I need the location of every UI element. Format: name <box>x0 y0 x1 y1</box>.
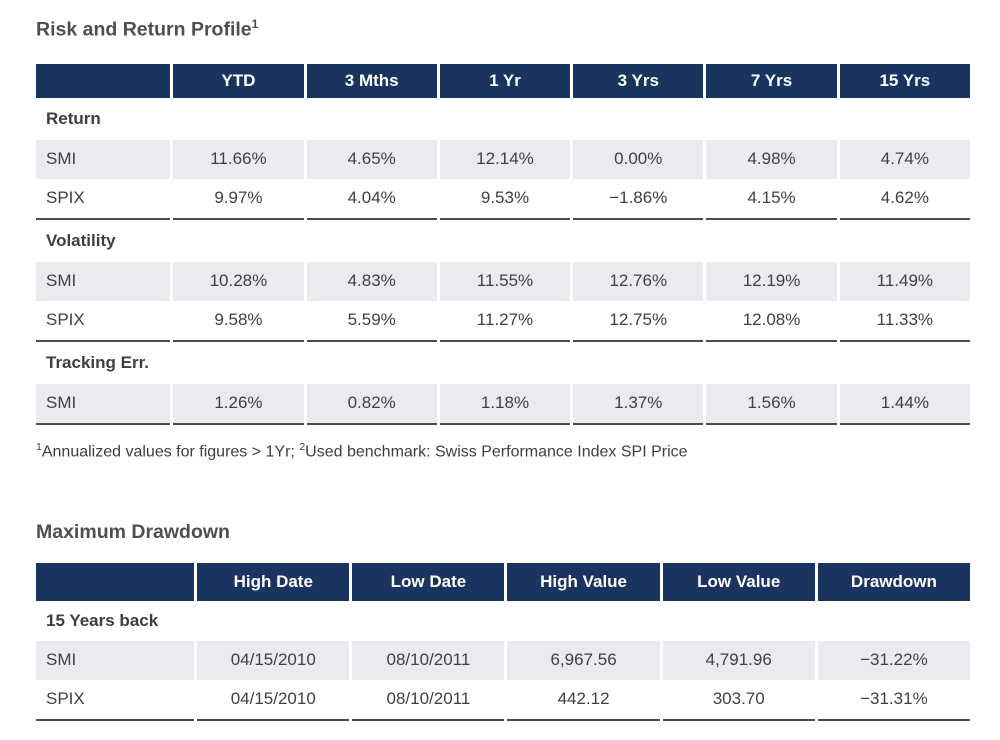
table-cell: 303.70 <box>662 680 815 721</box>
drawdown-header-low-value: Low Value <box>662 562 815 601</box>
drawdown-table-title: Maximum Drawdown <box>36 521 972 543</box>
risk-header-ytd: YTD <box>173 63 304 98</box>
row-label-smi: SMI <box>36 139 171 179</box>
table-cell: 5.59% <box>306 301 437 342</box>
table-cell: 4.15% <box>706 179 837 220</box>
table-cell: 4.98% <box>706 139 837 179</box>
section-label-row-15-years-back: 15 Years back <box>36 600 970 641</box>
table-row-return-smi: SMI 11.66% 4.65% 12.14% 0.00% 4.98% 4.74… <box>36 139 970 179</box>
table-cell: 11.49% <box>839 261 970 301</box>
table-cell: −31.22% <box>817 640 970 680</box>
table-cell: 9.53% <box>439 179 571 220</box>
risk-header-7yrs: 7 Yrs <box>706 63 837 98</box>
risk-header-1yr: 1 Yr <box>439 63 571 98</box>
table-cell: 11.27% <box>439 301 571 342</box>
table-cell: −1.86% <box>573 179 704 220</box>
footnote-text-1: Annualized values for figures > 1Yr; <box>41 442 300 460</box>
table-cell: 0.00% <box>573 139 704 179</box>
table-cell: 4.74% <box>839 139 970 179</box>
risk-header-row: YTD 3 Mths 1 Yr 3 Yrs 7 Yrs 15 Yrs <box>36 63 970 98</box>
section-label-return: Return <box>36 97 970 140</box>
table-cell: 1.56% <box>706 383 837 425</box>
table-cell: 12.76% <box>573 261 704 301</box>
table-cell: 4.62% <box>839 179 970 220</box>
row-label-smi: SMI <box>36 383 171 425</box>
table-cell: −31.31% <box>817 680 970 721</box>
row-label-spix: SPIX <box>36 301 171 342</box>
table-cell: 04/15/2010 <box>197 640 350 680</box>
section-label-tracking-err: Tracking Err. <box>36 341 970 384</box>
table-cell: 1.37% <box>573 383 704 425</box>
table-cell: 11.33% <box>839 301 970 342</box>
table-cell: 1.44% <box>839 383 970 425</box>
risk-table-footnote: 1Annualized values for figures > 1Yr; 2U… <box>36 437 972 462</box>
table-row-drawdown-spix: SPIX 04/15/2010 08/10/2011 442.12 303.70… <box>36 680 970 721</box>
risk-table-title-text: Risk and Return Profile <box>36 18 252 41</box>
drawdown-header-row: High Date Low Date High Value Low Value … <box>36 562 970 601</box>
footnote-text-2: Used benchmark: Swiss Performance Index … <box>305 442 688 460</box>
drawdown-header-high-date: High Date <box>197 562 350 601</box>
section-label-volatility: Volatility <box>36 219 970 262</box>
table-row-drawdown-smi: SMI 04/15/2010 08/10/2011 6,967.56 4,791… <box>36 640 970 680</box>
risk-return-table: YTD 3 Mths 1 Yr 3 Yrs 7 Yrs 15 Yrs Retur… <box>33 63 973 425</box>
footnote-marker-2: 2 <box>299 440 306 453</box>
drawdown-header-drawdown: Drawdown <box>817 562 970 601</box>
table-row-volatility-smi: SMI 10.28% 4.83% 11.55% 12.76% 12.19% 11… <box>36 261 970 301</box>
table-cell: 12.08% <box>706 301 837 342</box>
report-page: Risk and Return Profile1 YTD 3 Mths 1 Yr… <box>33 13 973 721</box>
risk-header-3yrs: 3 Yrs <box>573 63 704 98</box>
table-cell: 12.75% <box>573 301 704 342</box>
table-cell: 4.83% <box>306 261 437 301</box>
section-label-row-tracking-err: Tracking Err. <box>36 341 970 384</box>
table-cell: 442.12 <box>507 680 660 721</box>
drawdown-table-title-text: Maximum Drawdown <box>36 520 230 543</box>
row-label-spix: SPIX <box>36 680 195 721</box>
table-cell: 1.26% <box>173 383 304 425</box>
table-cell: 0.82% <box>306 383 437 425</box>
max-drawdown-table: High Date Low Date High Value Low Value … <box>33 562 973 721</box>
drawdown-header-low-date: Low Date <box>352 562 505 601</box>
section-label-row-return: Return <box>36 97 970 140</box>
table-row-tracking-smi: SMI 1.26% 0.82% 1.18% 1.37% 1.56% 1.44% <box>36 383 970 425</box>
table-row-volatility-spix: SPIX 9.58% 5.59% 11.27% 12.75% 12.08% 11… <box>36 301 970 342</box>
table-cell: 10.28% <box>173 261 304 301</box>
risk-header-15yrs: 15 Yrs <box>839 63 970 98</box>
table-cell: 11.55% <box>439 261 571 301</box>
risk-header-3mths: 3 Mths <box>306 63 437 98</box>
table-cell: 4.04% <box>306 179 437 220</box>
table-cell: 12.19% <box>706 261 837 301</box>
risk-table-title: Risk and Return Profile1 <box>36 13 972 41</box>
risk-header-blank <box>36 63 171 98</box>
section-label-row-volatility: Volatility <box>36 219 970 262</box>
table-cell: 9.58% <box>173 301 304 342</box>
row-label-smi: SMI <box>36 640 195 680</box>
table-cell: 4,791.96 <box>662 640 815 680</box>
risk-title-footnote-marker: 1 <box>251 17 259 31</box>
table-cell: 9.97% <box>173 179 304 220</box>
footnote-marker-1: 1 <box>36 440 42 453</box>
drawdown-header-high-value: High Value <box>507 562 660 601</box>
table-cell: 1.18% <box>439 383 571 425</box>
table-cell: 04/15/2010 <box>197 680 350 721</box>
table-row-return-spix: SPIX 9.97% 4.04% 9.53% −1.86% 4.15% 4.62… <box>36 179 970 220</box>
table-cell: 08/10/2011 <box>352 640 505 680</box>
table-cell: 11.66% <box>173 139 304 179</box>
table-cell: 08/10/2011 <box>352 680 505 721</box>
section-label-15-years-back: 15 Years back <box>36 600 970 641</box>
row-label-smi: SMI <box>36 261 171 301</box>
table-cell: 6,967.56 <box>507 640 660 680</box>
drawdown-header-blank <box>36 562 195 601</box>
row-label-spix: SPIX <box>36 179 171 220</box>
table-cell: 4.65% <box>306 139 437 179</box>
table-cell: 12.14% <box>439 139 571 179</box>
